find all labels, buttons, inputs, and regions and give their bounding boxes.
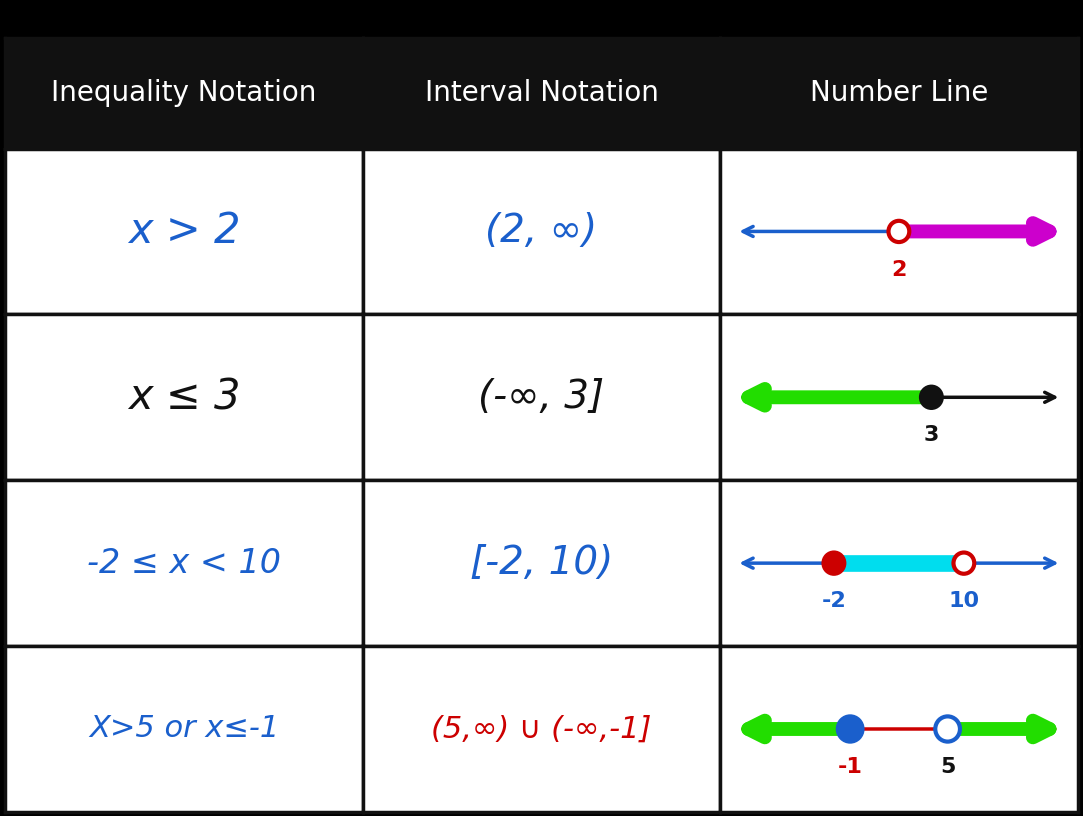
Circle shape (888, 221, 910, 242)
Text: 2: 2 (891, 259, 906, 280)
Text: (2, ∞): (2, ∞) (485, 212, 598, 251)
Text: X>5 or x≤-1: X>5 or x≤-1 (89, 715, 279, 743)
Circle shape (936, 716, 960, 742)
Text: Interval Notation: Interval Notation (425, 79, 658, 108)
Text: 5: 5 (940, 757, 955, 777)
Text: [-2, 10): [-2, 10) (470, 544, 613, 582)
Text: (5,∞) ∪ (-∞,-1]: (5,∞) ∪ (-∞,-1] (431, 715, 652, 743)
Text: 10: 10 (949, 592, 979, 611)
Text: x ≤ 3: x ≤ 3 (128, 376, 240, 419)
Text: 3: 3 (924, 425, 939, 446)
Text: x > 2: x > 2 (128, 211, 240, 252)
Circle shape (823, 552, 845, 574)
Circle shape (921, 387, 942, 408)
Text: -2: -2 (822, 592, 846, 611)
Text: (-∞, 3]: (-∞, 3] (479, 379, 604, 416)
Circle shape (838, 716, 862, 742)
Circle shape (953, 552, 975, 574)
Text: -1: -1 (838, 757, 862, 777)
Text: Number Line: Number Line (810, 79, 988, 108)
Text: Inequality Notation: Inequality Notation (51, 79, 317, 108)
Text: -2 ≤ x < 10: -2 ≤ x < 10 (87, 547, 282, 579)
